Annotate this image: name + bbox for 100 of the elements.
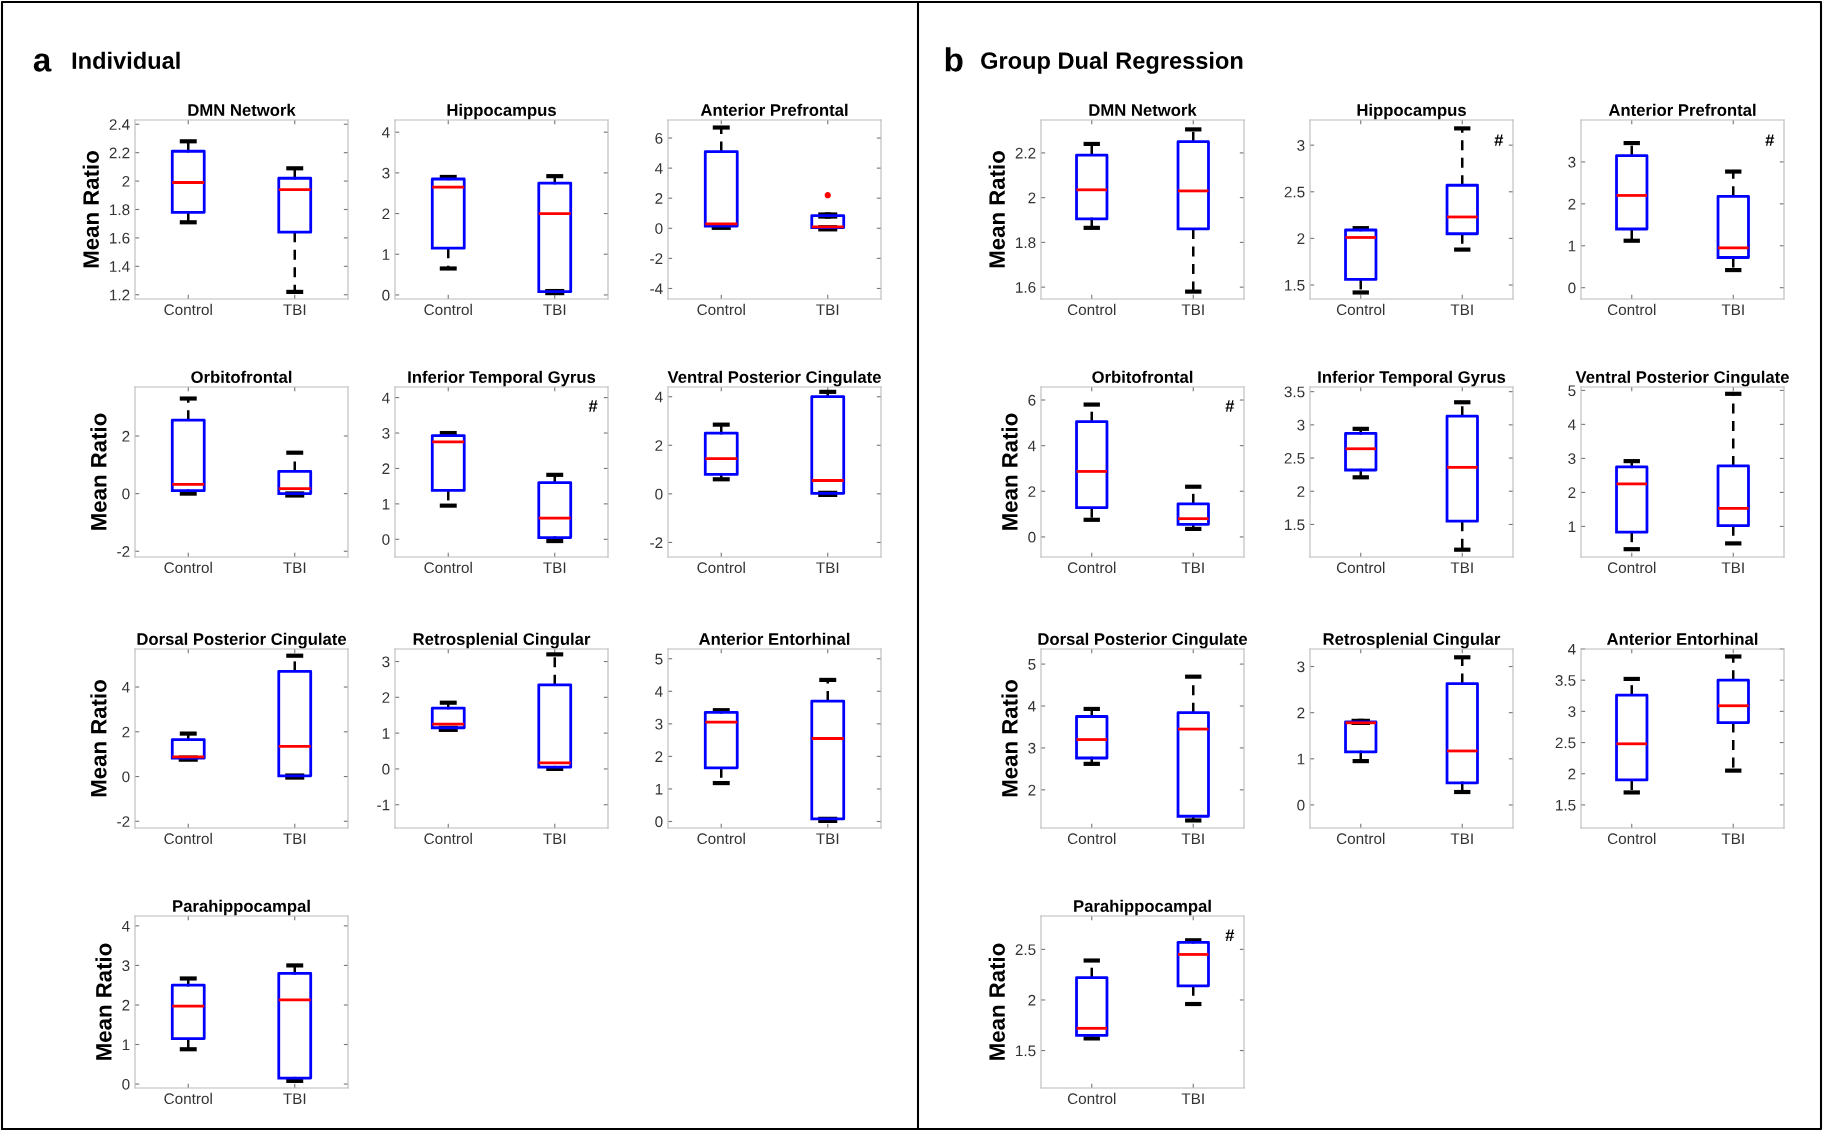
y-tick-label: 2.5 (1555, 737, 1576, 749)
y-tick-label: 4 (381, 392, 390, 404)
y-tick-label: 3 (1568, 156, 1576, 168)
y-tick-label: 1.6 (1016, 282, 1036, 293)
chart-title: Orbitofrontal (1092, 370, 1193, 383)
x-tick-label: Control (424, 303, 472, 316)
x-tick-label: TBI (816, 833, 839, 844)
x-tick-label: Control (697, 561, 745, 574)
y-tick-label: 1.5 (1285, 280, 1305, 291)
y-tick-label: 4 (654, 391, 663, 403)
y-tick-label: 1.4 (110, 261, 130, 272)
y-tick-label: -2 (650, 537, 663, 548)
x-tick-label: TBI (816, 304, 839, 315)
y-tick-label: 3 (1568, 706, 1576, 718)
y-tick-label: 0 (122, 771, 130, 783)
chart-title: DMN Network (1089, 103, 1197, 116)
x-tick-label: Control (1336, 561, 1385, 574)
y-tick-label: 2 (382, 692, 390, 703)
y-tick-label: 2.2 (1015, 147, 1036, 159)
y-tick-label: 5 (1028, 659, 1036, 670)
x-tick-label: Control (424, 561, 472, 574)
y-tick-label: 3 (655, 718, 663, 730)
y-tick-label: 0 (122, 1078, 130, 1090)
y-tick-label: 0 (122, 488, 130, 500)
y-tick-label: 6 (655, 132, 663, 144)
y-tick-label: 3 (1297, 140, 1305, 151)
chart-title: Retrosplenial Cingular (1323, 632, 1501, 649)
y-tick-label: 2 (1028, 192, 1036, 204)
x-tick-label: TBI (1721, 304, 1744, 315)
y-tick-label: 4 (1567, 644, 1576, 655)
y-tick-label: -2 (650, 253, 663, 264)
annotation: # (1494, 134, 1504, 146)
x-tick-label: TBI (1721, 562, 1744, 573)
y-tick-label: 0 (382, 289, 390, 301)
y-tick-label: 2 (382, 463, 390, 474)
y-tick-label: 4 (654, 163, 663, 174)
y-tick-label: 2 (1568, 487, 1576, 498)
y-tick-label: 4 (121, 682, 130, 693)
y-tick-label: 1 (655, 783, 663, 795)
y-axis-title: Mean Ratio (1001, 413, 1018, 530)
x-tick-label: TBI (1721, 833, 1744, 844)
x-tick-label: Control (1607, 832, 1656, 845)
x-tick-label: TBI (1181, 304, 1204, 315)
y-tick-label: 1 (1568, 240, 1576, 252)
y-axis-title: Mean Ratio (90, 413, 107, 530)
y-tick-label: 0 (1297, 799, 1305, 811)
y-tick-label: -2 (117, 816, 130, 827)
x-tick-label: TBI (1181, 833, 1204, 844)
y-tick-label: 2 (1297, 707, 1305, 719)
x-tick-label: Control (1607, 561, 1656, 574)
x-tick-label: Control (1607, 303, 1656, 316)
y-tick-label: 3.5 (1555, 675, 1576, 686)
chart-title: Ventral Posterior Cingulate (1575, 370, 1789, 387)
text: Group Dual Regression (981, 51, 1243, 74)
y-tick-label: 0 (655, 223, 663, 234)
x-tick-label: TBI (1181, 562, 1204, 573)
y-tick-label: 4 (1027, 440, 1036, 452)
chart-title: Ventral Posterior Cingulate (667, 370, 881, 387)
y-tick-label: 4 (1567, 419, 1576, 430)
y-tick-label: 2 (1568, 198, 1576, 210)
annotation: # (1765, 134, 1775, 146)
x-tick-label: Control (164, 1092, 212, 1105)
x-tick-label: Control (1067, 561, 1116, 574)
y-tick-label: 2.2 (109, 147, 130, 159)
y-tick-label: 0 (382, 763, 390, 775)
y-tick-label: 2 (122, 430, 130, 442)
y-tick-label: 3.5 (1284, 386, 1305, 398)
y-tick-label: 3 (382, 427, 390, 439)
x-tick-label: Control (164, 832, 212, 845)
chart-title: Orbitofrontal (191, 370, 292, 383)
y-tick-label: 2 (1028, 486, 1036, 497)
y-tick-label: 0 (1568, 282, 1576, 294)
y-tick-label: -4 (650, 283, 663, 295)
x-tick-label: TBI (283, 304, 306, 315)
x-tick-label: Control (164, 303, 212, 316)
x-tick-label: TBI (283, 1093, 306, 1104)
y-tick-label: 3 (382, 167, 390, 179)
y-axis-title: Mean Ratio (988, 151, 1005, 268)
y-tick-label: 3 (382, 656, 390, 668)
x-tick-label: TBI (283, 562, 306, 573)
y-tick-label: 2 (122, 999, 130, 1011)
y-axis-title: Mean Ratio (90, 680, 107, 797)
y-tick-label: 2 (655, 440, 663, 451)
y-axis-title: Mean Ratio (1001, 680, 1018, 797)
y-tick-label: 4 (654, 686, 663, 697)
y-tick-label: 4 (121, 920, 130, 932)
y-tick-label: 1 (382, 728, 390, 739)
y-tick-label: 2 (1028, 784, 1036, 796)
y-tick-label: 5 (1568, 385, 1576, 397)
y-tick-label: 4 (1027, 701, 1036, 712)
x-tick-label: Control (1336, 832, 1385, 845)
chart-title: Parahippocampal (1074, 899, 1211, 916)
y-tick-label: 2 (1028, 994, 1036, 1006)
x-tick-label: Control (1067, 303, 1116, 316)
y-tick-label: 3 (1297, 419, 1305, 431)
chart-title: Hippocampus (447, 103, 556, 120)
y-tick-label: 1.6 (110, 232, 130, 244)
chart-title: Anterior Entorhinal (698, 632, 850, 645)
text: a (33, 53, 52, 72)
x-tick-label: Control (697, 832, 745, 845)
